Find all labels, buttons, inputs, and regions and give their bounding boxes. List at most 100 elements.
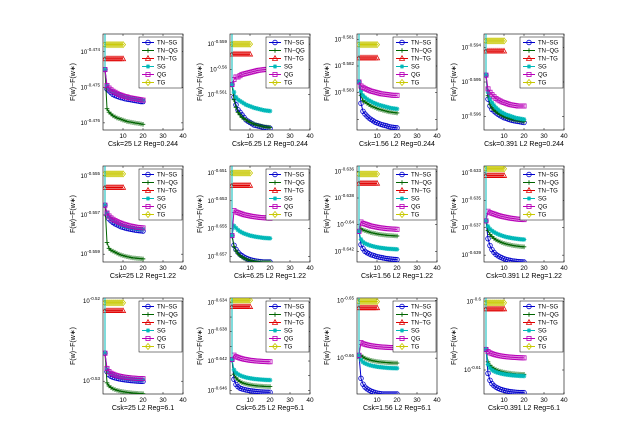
x-tick-label: 20 <box>520 397 528 404</box>
data-point <box>241 231 247 236</box>
y-tick-label: 10-0.475 <box>81 82 101 91</box>
data-point <box>257 123 263 129</box>
data-point <box>489 367 495 373</box>
data-point <box>360 359 366 365</box>
legend-marker <box>526 312 532 317</box>
legend-marker <box>399 303 405 310</box>
data-point <box>118 252 124 258</box>
data-point <box>501 234 507 239</box>
legend-marker <box>272 336 278 341</box>
series-tnqg <box>230 82 273 130</box>
data-point <box>234 40 242 48</box>
x-tick-label: 40 <box>179 133 187 140</box>
plot-area <box>230 298 273 394</box>
data-point <box>259 123 265 129</box>
y-tick-label: 10-0.653 <box>208 196 228 205</box>
data-point <box>249 104 255 110</box>
data-point <box>231 97 237 102</box>
data-point <box>507 113 513 119</box>
data-point <box>485 362 491 367</box>
legend-label: QG <box>284 205 294 211</box>
data-point <box>114 250 120 256</box>
series-tnsg <box>357 79 400 130</box>
legend-label: TN−QG <box>538 49 559 55</box>
legend-label: TN−SG <box>538 173 559 179</box>
data-point <box>109 170 117 178</box>
data-point <box>247 120 253 125</box>
data-point <box>494 166 502 173</box>
data-point <box>394 365 400 371</box>
data-point <box>486 37 494 45</box>
data-point <box>140 391 146 394</box>
y-axis-label: F(w)−F(w∗) <box>324 63 331 101</box>
data-point <box>380 391 386 394</box>
data-point <box>390 256 396 262</box>
data-point <box>376 106 382 112</box>
legend-marker <box>525 210 533 219</box>
data-point <box>491 368 497 374</box>
legend-marker <box>271 210 279 219</box>
y-tick-label: 10-0.635 <box>462 195 482 204</box>
data-point <box>140 225 146 231</box>
data-point <box>267 359 273 365</box>
y-tick-label: 10-0.642 <box>208 356 228 365</box>
legend-box <box>138 300 183 353</box>
y-tick-label: 10-0.633 <box>462 168 482 177</box>
data-point <box>361 41 369 49</box>
data-point <box>114 387 120 393</box>
data-point <box>384 255 390 262</box>
data-point <box>371 298 379 306</box>
data-point <box>392 391 398 394</box>
data-point <box>237 98 243 104</box>
x-axis-label: Csk=25 L2 Reg=1.22 <box>110 273 176 280</box>
data-point <box>497 232 503 238</box>
data-point <box>267 389 273 394</box>
legend-label: SG <box>157 197 166 203</box>
series-tg <box>230 169 254 177</box>
legend-label: SG <box>284 197 293 203</box>
x-tick-label: 30 <box>540 265 548 272</box>
data-point <box>263 389 269 394</box>
legend-label: TN−SG <box>157 41 178 47</box>
data-point <box>261 259 267 262</box>
data-point <box>369 41 377 49</box>
data-point <box>109 299 117 307</box>
legend-marker <box>398 78 406 87</box>
legend-label: TG <box>284 345 293 351</box>
legend-marker <box>525 318 533 325</box>
data-point <box>492 166 500 173</box>
legend: TN−SG TN−QG TN−TG SG QG TG <box>519 36 564 89</box>
data-point <box>491 229 497 235</box>
series-tntg <box>484 47 508 54</box>
data-point <box>394 391 400 394</box>
data-point <box>105 170 113 178</box>
data-point <box>232 169 240 177</box>
legend-label: QG <box>538 205 548 211</box>
data-point <box>364 241 370 247</box>
data-point <box>365 298 373 306</box>
data-point <box>359 298 367 306</box>
data-point <box>491 103 497 108</box>
data-point <box>501 111 507 116</box>
series-tntg <box>103 307 127 314</box>
data-point <box>112 249 118 255</box>
x-axis-label: Csk=6.25 L2 Reg=6.1 <box>236 405 304 412</box>
legend-label: TN−SG <box>411 41 432 47</box>
legend-marker <box>272 328 278 333</box>
series-qg <box>103 67 146 103</box>
data-point <box>259 107 265 113</box>
legend-label: SG <box>284 65 293 71</box>
data-point <box>249 388 255 394</box>
x-tick-label: 30 <box>413 133 421 140</box>
series-tg <box>230 40 254 48</box>
data-point <box>488 37 496 45</box>
legend-label: TN−SG <box>538 305 559 311</box>
legend-marker <box>525 78 533 87</box>
data-point <box>363 41 371 49</box>
data-point <box>487 242 493 249</box>
plot-area <box>230 166 273 262</box>
legend-box <box>392 168 437 221</box>
data-point <box>372 101 378 106</box>
series-qg <box>484 346 527 361</box>
y-tick-label: 10-0.637 <box>462 223 482 232</box>
